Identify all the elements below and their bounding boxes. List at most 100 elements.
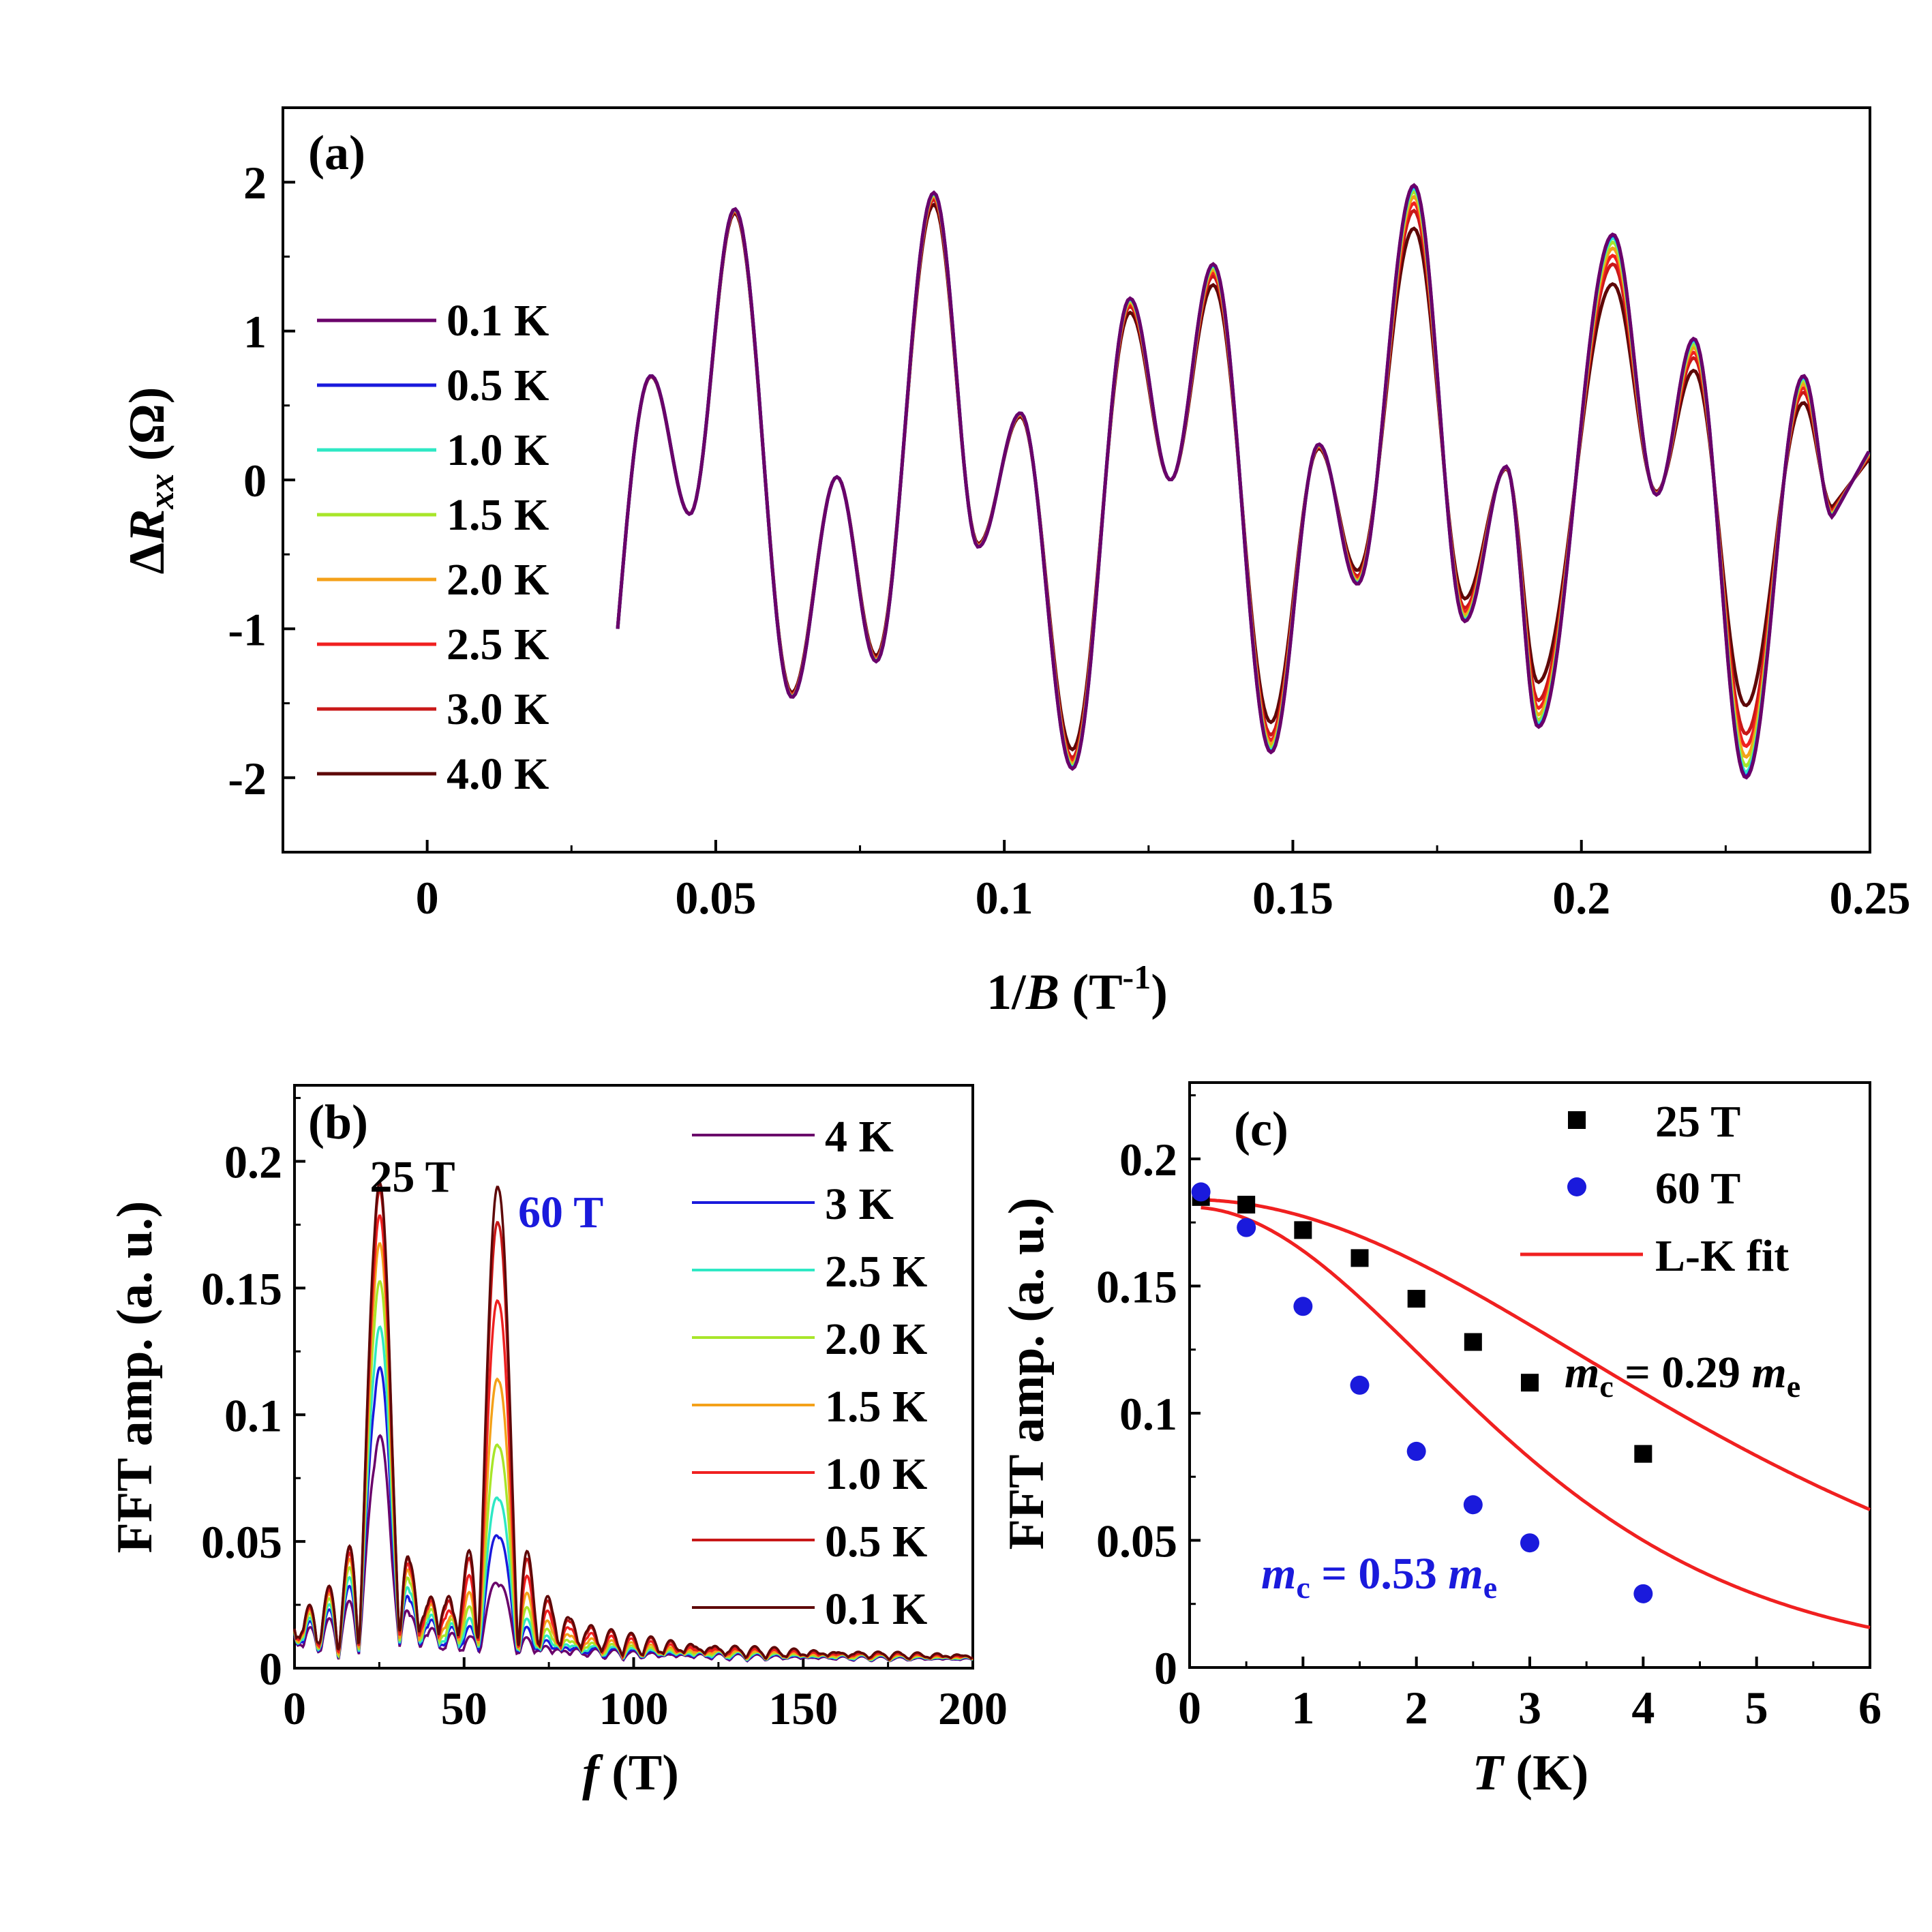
b-legend-label: 1.5 K (825, 1382, 927, 1432)
panel-a-y-axis-label: ΔRxx (Ω) (119, 387, 181, 575)
panel-b-series (293, 1181, 973, 1663)
a-series-05K (616, 183, 1871, 779)
panel-a-legend: 0.1 K 0.5 K 1.0 K 1.5 K 2.0 K 2.5 K 3.0 K 4.0 K (317, 296, 549, 799)
c-ytick-label: 0.2 (1119, 1134, 1177, 1186)
c-point-25T (1350, 1249, 1369, 1267)
panel-b-x-ticks: 0 50 100 150 200 (283, 1657, 1008, 1734)
b-ytick-label: 0.05 (201, 1516, 282, 1568)
panel-b-y-axis-label: FFT amp. (a. u.) (107, 1201, 163, 1554)
a-xtick-label: 0.1 (976, 872, 1033, 924)
c-ytick-label: 0.15 (1096, 1261, 1177, 1312)
panel-b-legend: 4 K 3 K 2.5 K 2.0 K 1.5 K 1.0 K 0.5 K 0.1 K (692, 1112, 927, 1634)
b-xtick-label: 150 (768, 1682, 838, 1734)
a-ytick-label: -1 (228, 603, 267, 655)
a-series-10K (616, 185, 1871, 774)
a-legend-label: 3.0 K (447, 684, 549, 734)
b-ytick-label: 0.1 (224, 1389, 282, 1441)
c-xtick-label: 3 (1518, 1682, 1541, 1734)
c-legend-label-60T: 60 T (1655, 1164, 1740, 1213)
a-series-20K (616, 193, 1871, 766)
panel-a-series (616, 183, 1871, 780)
c-legend-marker-25T (1568, 1111, 1586, 1129)
b-xtick-label: 200 (938, 1682, 1008, 1734)
a-legend-label: 1.0 K (447, 425, 549, 475)
b-legend-label: 3 K (825, 1179, 894, 1229)
a-xtick-label: 0.15 (1252, 872, 1333, 924)
panel-a-label: (a) (308, 125, 365, 180)
b-legend-label: 0.5 K (825, 1517, 927, 1567)
c-point-25T (1237, 1196, 1256, 1214)
c-legend-marker-60T (1567, 1177, 1586, 1196)
b-ytick-label: 0.15 (201, 1263, 282, 1314)
a-xtick-label: 0.05 (675, 872, 756, 924)
a-xtick-label: 0.25 (1830, 872, 1911, 924)
panel-b-label: (b) (308, 1095, 368, 1149)
panel-a-x-ticks: 0 0.05 0.1 0.15 0.2 0.25 (282, 840, 1911, 924)
b-legend-label: 2.0 K (825, 1314, 927, 1364)
a-legend-label: 1.5 K (447, 490, 549, 540)
b-legend-label: 0.1 K (825, 1584, 927, 1634)
a-ytick-label: -2 (228, 753, 267, 804)
c-legend-label-fit: L-K fit (1655, 1231, 1789, 1281)
b-xtick-label: 100 (599, 1682, 669, 1734)
c-fit-curve-1 (1201, 1206, 1871, 1629)
panel-c-label: (c) (1234, 1102, 1288, 1156)
a-ytick-label: 1 (243, 306, 267, 358)
panel-b: (b) 0 0.05 0.1 0.15 0.2 0 50 100 150 200 FFT amp… (107, 1084, 1008, 1801)
a-series-01K (616, 183, 1871, 780)
b-legend-label: 2.5 K (825, 1247, 927, 1297)
c-point-60T (1237, 1218, 1256, 1237)
c-ytick-label: 0 (1154, 1642, 1177, 1694)
a-legend-label: 2.0 K (447, 555, 549, 605)
panel-c-y-axis-label: FFT amp. (a. u.) (999, 1198, 1055, 1550)
c-xtick-label: 1 (1291, 1682, 1314, 1734)
panel-c-y-ticks: 0 0.05 0.1 0.15 0.2 (1096, 1094, 1201, 1694)
panel-c-x-axis-label: T (K) (1473, 1745, 1589, 1801)
annotation-mc-053: mc = 0.53 me (1261, 1549, 1497, 1605)
a-ytick-label: 2 (243, 157, 267, 209)
c-ytick-label: 0.05 (1096, 1515, 1177, 1567)
panel-c-legend: 25 T 60 T L-K fit (1520, 1097, 1789, 1281)
panel-a-y-ticks: -2 -1 0 1 2 (228, 106, 295, 854)
c-point-25T (1634, 1445, 1652, 1463)
c-point-60T (1520, 1533, 1539, 1553)
b-legend-label: 4 K (825, 1112, 894, 1162)
c-fit-curve-0 (1201, 1198, 1871, 1511)
a-legend-label: 2.5 K (447, 620, 549, 669)
a-series-40K (616, 202, 1871, 752)
c-xtick-label: 6 (1858, 1682, 1882, 1734)
a-series-15K (616, 190, 1871, 768)
c-point-25T (1407, 1290, 1425, 1308)
c-xtick-label: 2 (1405, 1682, 1428, 1734)
c-xtick-label: 4 (1631, 1682, 1655, 1734)
a-xtick-label: 0 (416, 872, 439, 924)
annotation-25T: 25 T (369, 1152, 455, 1202)
a-ytick-label: 0 (243, 455, 267, 507)
panel-b-y-ticks: 0 0.05 0.1 0.15 0.2 (201, 1097, 305, 1695)
annotation-mc-029: mc = 0.29 me (1565, 1348, 1800, 1404)
c-legend-label-25T: 25 T (1655, 1097, 1740, 1147)
panel-a: (a) -2 -1 0 1 2 0 0.05 0.1 0.15 0.2 0.25 ΔRxx (Ω)… (119, 106, 1911, 1021)
c-xtick-label: 5 (1745, 1682, 1768, 1734)
a-legend-label: 0.5 K (447, 361, 549, 410)
a-series-30K (616, 197, 1871, 760)
a-series-25K (616, 195, 1871, 764)
panel-a-x-axis-label: 1/B (T-1) (986, 958, 1168, 1021)
c-point-60T (1350, 1375, 1370, 1395)
b-ytick-label: 0 (259, 1643, 282, 1695)
a-xtick-label: 0.2 (1552, 872, 1610, 924)
b-xtick-label: 0 (283, 1682, 306, 1734)
b-series-01K (293, 1181, 973, 1661)
panel-c: (c) 0 0.05 0.1 0.15 0.2 0 1 2 3 4 5 6 FFT amp. (a.… (999, 1081, 1882, 1801)
a-legend-label: 0.1 K (447, 296, 549, 346)
b-legend-label: 1.0 K (825, 1449, 927, 1499)
annotation-60T: 60 T (518, 1188, 603, 1237)
panel-b-x-axis-label: f (T) (582, 1745, 679, 1801)
c-point-60T (1463, 1495, 1483, 1515)
panel-c-data-points (1191, 1182, 1653, 1603)
b-ytick-label: 0.2 (224, 1136, 282, 1188)
panel-c-x-ticks: 0 1 2 3 4 5 6 (1178, 1657, 1882, 1734)
c-point-60T (1406, 1441, 1426, 1461)
b-xtick-label: 50 (441, 1682, 487, 1734)
